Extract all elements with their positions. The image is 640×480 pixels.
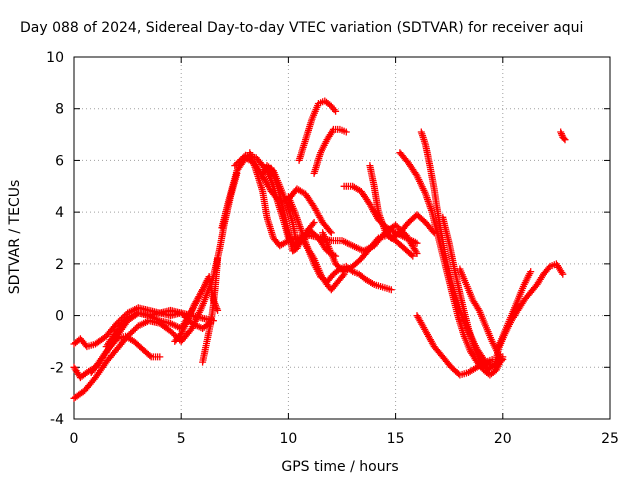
data-point-marks	[557, 128, 569, 144]
x-tick-label: 15	[387, 431, 405, 447]
series-arc-o	[310, 125, 350, 177]
x-axis-label: GPS time / hours	[281, 459, 398, 475]
x-tick-label: 0	[70, 431, 79, 447]
y-tick-label: 0	[55, 309, 64, 325]
data-point-marks	[366, 162, 438, 242]
data-point-marks	[295, 97, 340, 164]
series-arc-g	[199, 255, 222, 366]
data-point-marks	[310, 125, 350, 177]
y-tick-label: -2	[50, 360, 64, 376]
x-tick-label: 25	[601, 431, 619, 447]
chart-title: Day 088 of 2024, Sidereal Day-to-day VTE…	[20, 20, 583, 36]
data-point-marks	[439, 213, 505, 374]
x-tick-label: 5	[177, 431, 186, 447]
axis-ticks: 0 5 10 15 20 25 -4 -2 0 2 4 6 8 10	[46, 50, 619, 447]
y-tick-label: 10	[46, 50, 64, 66]
data-points	[70, 97, 569, 402]
y-tick-label: 8	[55, 102, 64, 118]
data-point-marks	[456, 265, 502, 358]
series-arc-u	[439, 213, 505, 374]
data-point-marks	[413, 312, 496, 379]
series-arc-w	[413, 312, 496, 379]
y-tick-label: 4	[55, 205, 64, 221]
y-tick-label: 2	[55, 257, 64, 273]
y-axis-label: SDTVAR / TECUs	[7, 180, 23, 295]
series-arc-v	[456, 265, 502, 358]
plot-frame	[73, 56, 611, 420]
data-point-marks	[87, 332, 164, 376]
data-point-marks	[495, 268, 535, 351]
x-tick-label: 20	[494, 431, 512, 447]
y-tick-label: 6	[55, 153, 64, 169]
y-tick-label: -4	[50, 412, 64, 428]
data-point-marks	[199, 255, 222, 366]
x-tick-label: 10	[279, 431, 297, 447]
series-arc-r	[366, 162, 438, 242]
series-arc-z	[557, 128, 569, 144]
series-arc-y	[495, 268, 535, 351]
series-arc-n	[295, 97, 340, 164]
series-arc-d	[87, 332, 164, 376]
